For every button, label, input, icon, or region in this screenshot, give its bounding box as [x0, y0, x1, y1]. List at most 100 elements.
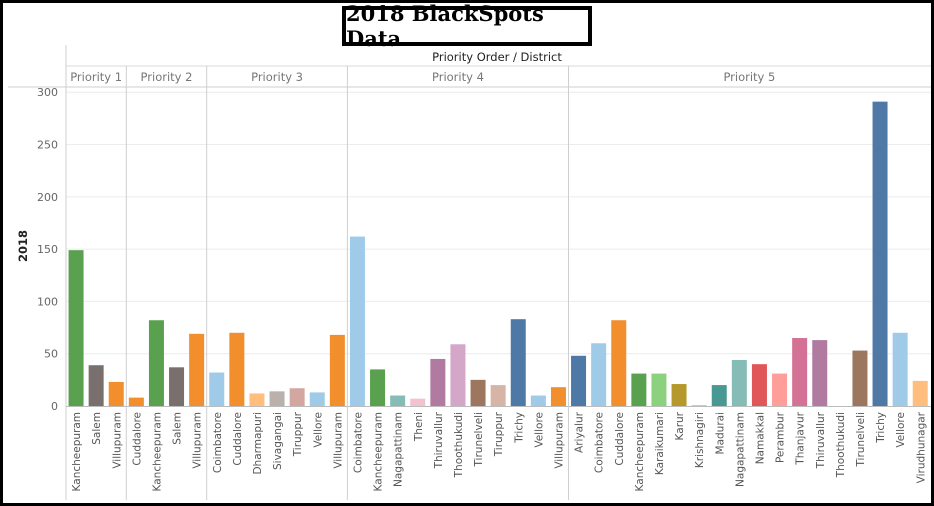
group-label: Priority 2 — [141, 70, 193, 84]
bar — [269, 391, 285, 406]
bar — [148, 320, 164, 406]
x-category-label: Cuddalore — [614, 412, 626, 466]
x-category-label: Thiruvallur — [815, 411, 827, 469]
bar — [892, 332, 908, 406]
x-category-label: Nagapattinam — [393, 412, 405, 487]
x-category-label: Theni — [413, 412, 425, 442]
bar — [530, 395, 546, 406]
y-tick-label: 300 — [37, 86, 58, 99]
bar — [711, 385, 727, 406]
x-category-label: Kancheepuram — [151, 412, 163, 491]
x-category-label: Namakkal — [754, 412, 766, 464]
x-category-label: Tirunelveli — [473, 412, 485, 468]
x-category-label: Karaikumari — [654, 412, 666, 475]
bar — [189, 333, 205, 406]
bar — [490, 385, 506, 406]
x-category-label: Vellore — [533, 412, 545, 448]
y-tick-label: 0 — [51, 400, 58, 413]
x-category-label: Coimbatore — [212, 412, 224, 473]
x-category-label: Salem — [172, 412, 184, 445]
bar — [591, 343, 607, 406]
x-category-label: Villupuram — [111, 412, 123, 469]
bar — [329, 334, 345, 406]
bar — [772, 373, 788, 406]
bar — [128, 397, 144, 406]
group-label: Priority 3 — [251, 70, 303, 84]
x-category-label: Vellore — [312, 412, 324, 448]
x-category-label: Tirunelveli — [855, 412, 867, 468]
bar — [550, 387, 566, 406]
bar — [88, 365, 104, 406]
x-category-label: Krishnagiri — [694, 412, 706, 468]
bar — [309, 392, 325, 406]
x-category-label: Kancheepuram — [71, 412, 83, 491]
bar — [812, 340, 828, 406]
bar — [651, 373, 667, 406]
bar — [470, 379, 486, 406]
x-category-label: Villupuram — [553, 412, 565, 469]
x-category-label: Kancheepuram — [634, 412, 646, 491]
x-category-label: Vellore — [895, 412, 907, 448]
bar — [671, 384, 687, 406]
x-category-label: Thoothukudi — [453, 412, 465, 478]
bar — [410, 398, 426, 406]
x-category-label: Villupuram — [192, 412, 204, 469]
bar — [852, 350, 868, 406]
bar — [510, 319, 526, 406]
y-tick-label: 150 — [37, 243, 58, 256]
bar — [912, 380, 928, 406]
x-category-label: Madurai — [714, 412, 726, 454]
x-category-label: Villupuram — [332, 412, 344, 469]
header-label: Priority Order / District — [432, 50, 562, 64]
bar — [631, 373, 647, 406]
x-category-label: Virudhunagar — [915, 411, 927, 483]
x-category-label: Tiruppur — [493, 411, 505, 457]
bar — [289, 388, 305, 406]
bar — [390, 395, 406, 406]
group-label: Priority 4 — [432, 70, 484, 84]
x-category-label: Thoothukudi — [835, 412, 847, 478]
x-category-label: Kancheepuram — [373, 412, 385, 491]
bar — [872, 101, 888, 406]
x-category-label: Tiruppur — [292, 411, 304, 457]
x-category-label: Thanjavur — [795, 411, 807, 465]
bar — [571, 355, 587, 406]
bar — [249, 393, 265, 406]
y-tick-label: 250 — [37, 139, 58, 152]
bar — [229, 332, 245, 406]
x-category-label: Cuddalore — [131, 412, 143, 466]
bar — [68, 250, 84, 406]
x-category-label: Perambur — [775, 411, 787, 463]
bar — [209, 372, 225, 406]
x-category-label: Nagapattinam — [734, 412, 746, 487]
group-label: Priority 5 — [723, 70, 775, 84]
x-category-label: Trichy — [513, 412, 525, 444]
x-category-label: Karur — [674, 411, 686, 440]
x-category-label: Thiruvallur — [433, 411, 445, 469]
x-category-label: Coimbatore — [352, 412, 364, 473]
bar — [370, 369, 386, 406]
bar — [792, 338, 808, 406]
y-axis-title: 2018 — [16, 230, 30, 262]
x-category-label: Salem — [91, 412, 103, 445]
bar — [611, 320, 627, 406]
x-category-label: Ariyalur — [574, 411, 586, 453]
bar — [751, 364, 767, 406]
x-category-label: Trichy — [875, 412, 887, 444]
x-category-label: Coimbatore — [594, 412, 606, 473]
group-label: Priority 1 — [70, 70, 122, 84]
bar — [169, 367, 185, 406]
bar — [691, 404, 707, 406]
x-category-label: Sivagangai — [272, 412, 284, 470]
y-tick-label: 50 — [44, 348, 58, 361]
bar — [450, 344, 466, 406]
y-tick-label: 200 — [37, 191, 58, 204]
bar — [108, 381, 124, 406]
x-category-label: Dharmapuri — [252, 412, 264, 475]
x-category-label: Cuddalore — [232, 412, 244, 466]
bar — [349, 236, 365, 406]
y-tick-label: 100 — [37, 295, 58, 308]
bar — [430, 358, 446, 406]
